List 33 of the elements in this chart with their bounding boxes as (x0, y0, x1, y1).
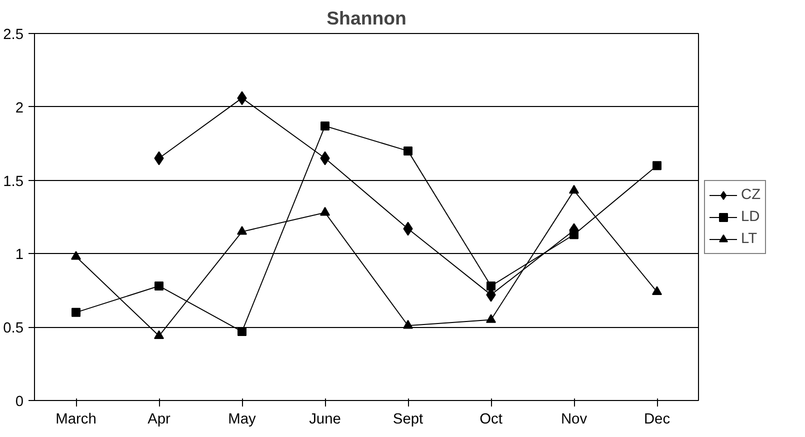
legend-label: LT (741, 230, 758, 246)
legend-label: LD (741, 208, 761, 224)
point (237, 226, 247, 235)
point (404, 146, 412, 156)
y-tick-label: 2 (15, 100, 24, 116)
point (320, 121, 330, 130)
y-tick-label: 0.5 (3, 320, 24, 337)
point (652, 161, 662, 170)
point (486, 314, 496, 323)
chart-title: Shannon (326, 8, 406, 28)
point (652, 286, 662, 295)
x-tick-label: June (309, 412, 341, 428)
x-tick-label: Sept (392, 412, 424, 428)
x-tick-label: Oct (480, 412, 502, 428)
y-tick-label: 1 (15, 247, 24, 264)
x-tick-label: May (228, 412, 257, 428)
y-tick-label: 1.5 (3, 174, 24, 190)
point (569, 184, 579, 194)
x-tick-label: March (56, 412, 96, 428)
x-tick-label: Dec (644, 412, 670, 428)
point (154, 281, 164, 290)
y-tick-label: 0 (15, 394, 24, 410)
y-tick-label: 2.5 (3, 27, 24, 43)
point (403, 320, 413, 329)
x-tick-label: Apr (148, 412, 171, 428)
point (238, 327, 246, 336)
legend-label: CZ (741, 186, 761, 202)
point (486, 281, 496, 290)
point (320, 206, 330, 216)
point (154, 330, 164, 340)
point (72, 308, 80, 317)
x-tick-label: Nov (560, 412, 588, 428)
point (71, 250, 81, 260)
